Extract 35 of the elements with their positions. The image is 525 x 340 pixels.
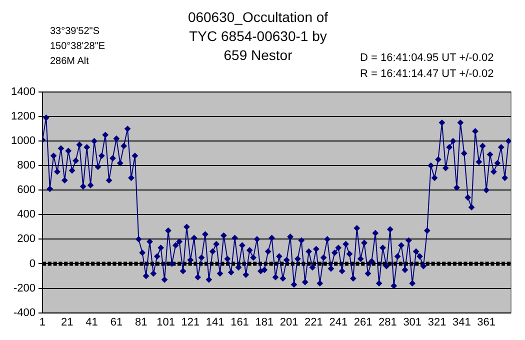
chart-title: 060630_Occultation of TYC 6854-00630-1 by 659 Nestor — [186, 8, 330, 65]
y-tick-label: -400 — [13, 306, 36, 319]
text: D = 16:41:04.95 UT +/-0.02 — [360, 51, 494, 66]
y-tick-label: 200 — [17, 233, 36, 246]
x-tick-label: 101 — [156, 316, 175, 328]
x-tick-label: 41 — [86, 316, 98, 328]
y-tick-label: 600 — [17, 184, 36, 196]
x-tick-label: 361 — [477, 316, 496, 328]
x-tick-label: 121 — [181, 316, 200, 328]
x-tick-label: 261 — [354, 316, 372, 328]
y-tick-label: 1200 — [10, 110, 36, 123]
x-tick-label: 201 — [280, 316, 298, 328]
x-tick-label: 81 — [134, 316, 148, 328]
text: 286M Alt — [50, 55, 90, 69]
text: 150°38'28"E — [50, 40, 106, 54]
text: 33°39'52"S — [50, 25, 100, 39]
y-tick-label: 400 — [17, 208, 36, 221]
y-tick-label: 800 — [17, 160, 36, 172]
x-tick-label: 241 — [329, 316, 348, 328]
x-tick-label: 301 — [403, 316, 422, 328]
text: R = 16:41:14.47 UT +/-0.02 — [360, 67, 494, 82]
x-tick-label: 141 — [206, 316, 224, 328]
y-tick-label: -200 — [13, 282, 36, 294]
y-tick-label: 1400 — [10, 86, 36, 98]
x-tick-label: 221 — [304, 316, 323, 328]
y-tick-label: 0 — [29, 258, 36, 270]
x-tick-label: 181 — [255, 316, 274, 328]
x-tick-label: 321 — [428, 316, 446, 328]
x-tick-label: 281 — [378, 316, 397, 328]
x-tick-label: 161 — [230, 316, 249, 328]
x-tick-label: 1 — [39, 316, 46, 328]
x-tick-label: 21 — [61, 316, 74, 328]
y-tick-label: 1000 — [10, 135, 36, 148]
x-tick-label: 341 — [452, 316, 471, 328]
x-tick-label: 61 — [110, 316, 123, 328]
